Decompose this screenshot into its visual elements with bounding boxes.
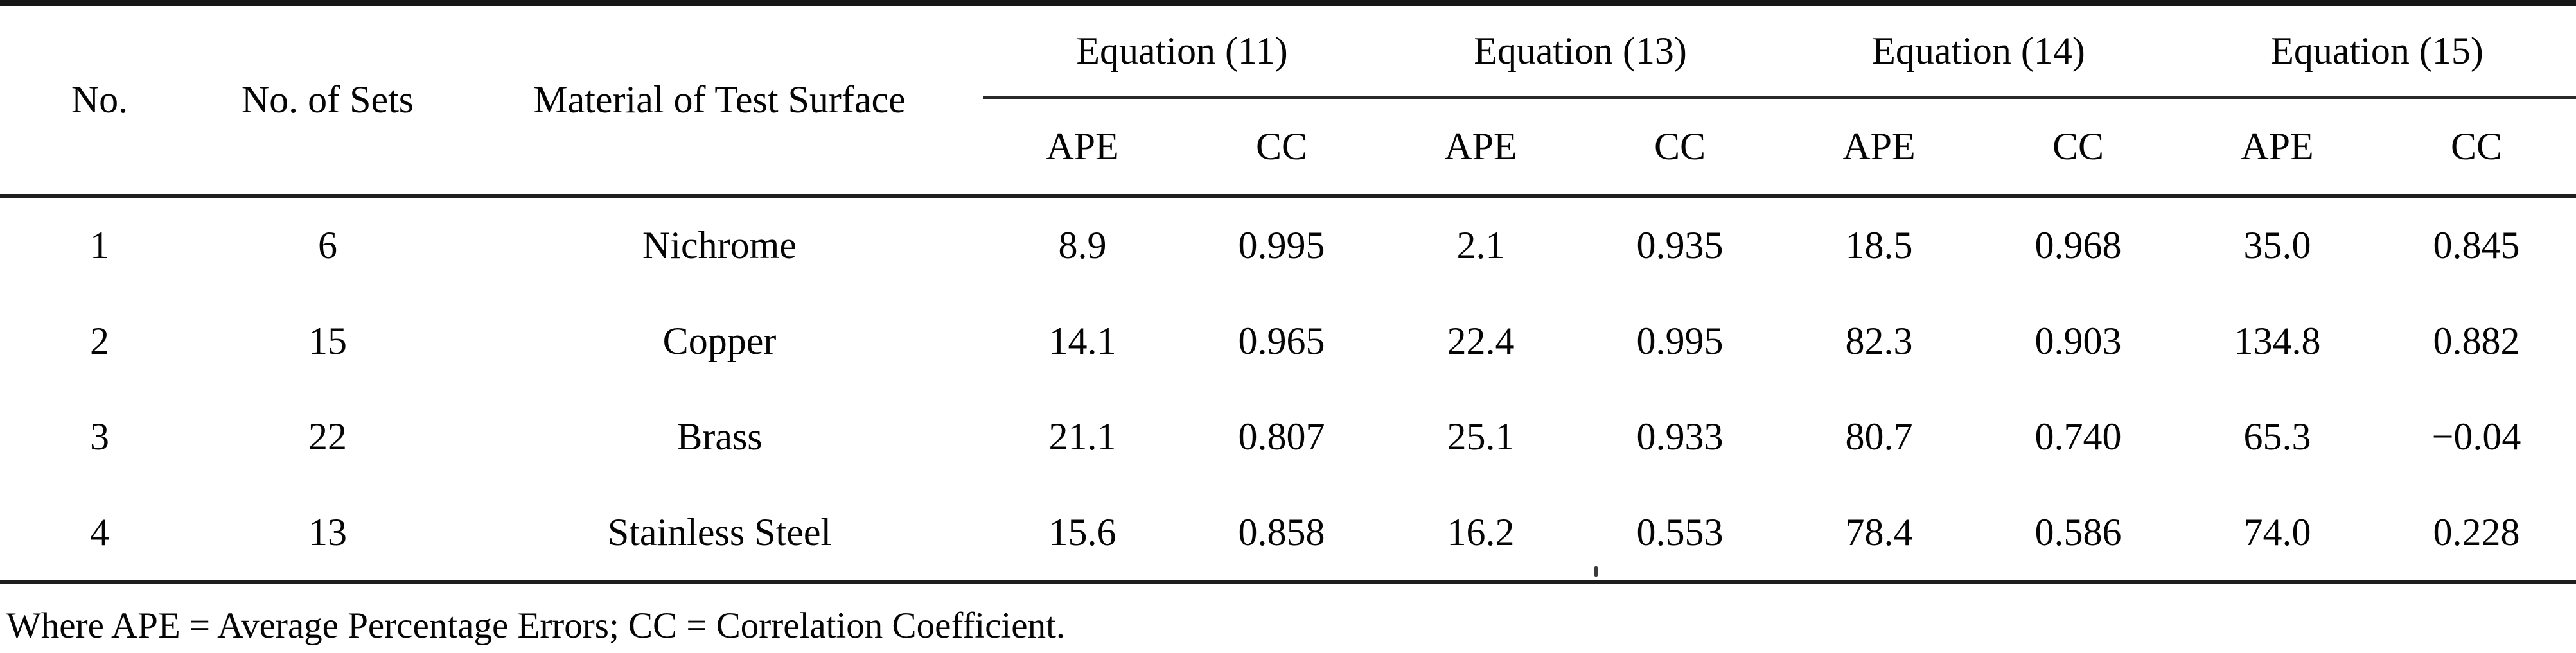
table-row-nichrome: 1 6 Nichrome 8.9 0.995 2.1 0.935 18.5 0.…	[0, 196, 2576, 293]
group-header-equation-15: Equation (15)	[2178, 3, 2576, 99]
cell-sets: 13	[199, 485, 456, 584]
cell-sets: 6	[318, 224, 337, 266]
cell-ape-eq13: 16.2	[1381, 485, 1581, 584]
sub-header-cc-eq15: CC	[2377, 98, 2576, 198]
table-row-copper: 2 15 Copper 14.1 0.965 22.4 0.995 82.3 0…	[0, 293, 2576, 389]
cell-cc-eq11: 0.858	[1182, 485, 1382, 584]
table-row-stainless-steel: 4 13 Stainless Steel 15.6 0.858 16.2 0.5…	[0, 485, 2576, 584]
cell-ape-eq11: 14.1	[1048, 320, 1116, 362]
scan-artifact-speck	[1594, 566, 1598, 577]
cell-ape-eq15: 134.8	[2234, 320, 2321, 362]
col-header-no: No.	[0, 3, 199, 198]
sub-header-cc-eq13: CC	[1580, 98, 1780, 198]
cell-ape-eq15: 74.0	[2178, 485, 2378, 584]
cell-cc-eq15: 0.882	[2433, 320, 2520, 362]
cell-cc-eq11: 0.807	[1238, 415, 1325, 458]
cell-cc-eq11: 0.995	[1238, 224, 1325, 266]
cell-ape-eq11: 15.6	[983, 485, 1182, 584]
sub-header-cc-eq14: CC	[1979, 98, 2178, 198]
cell-cc-eq13: 0.553	[1580, 485, 1780, 584]
group-header-equation-11: Equation (11)	[983, 3, 1382, 99]
cell-material: Stainless Steel	[456, 485, 983, 584]
cell-cc-eq14: 0.740	[2034, 415, 2122, 458]
cell-sets: 22	[308, 415, 347, 458]
table-row-brass: 3 22 Brass 21.1 0.807 25.1 0.933 80.7 0.…	[0, 389, 2576, 485]
sub-header-ape-eq14: APE	[1779, 98, 1979, 198]
sub-header-ape-eq13: APE	[1381, 98, 1581, 198]
cell-no: 1	[90, 224, 109, 266]
cell-no: 4	[0, 485, 199, 584]
cell-ape-eq11: 8.9	[1058, 224, 1107, 266]
table-body: 1 6 Nichrome 8.9 0.995 2.1 0.935 18.5 0.…	[0, 196, 2576, 584]
cell-cc-eq14: 0.968	[2034, 224, 2122, 266]
cell-cc-eq13: 0.995	[1636, 320, 1724, 362]
cell-ape-eq13: 2.1	[1456, 224, 1505, 266]
cell-material: Nichrome	[642, 224, 797, 266]
cell-ape-eq14: 82.3	[1845, 320, 1913, 362]
group-header-equation-13: Equation (13)	[1381, 3, 1780, 99]
cell-cc-eq15: 0.228	[2377, 485, 2576, 584]
sub-header-cc-eq11: CC	[1182, 98, 1382, 198]
cell-ape-eq11: 21.1	[1048, 415, 1116, 458]
cell-cc-eq11: 0.965	[1238, 320, 1325, 362]
col-header-sets: No. of Sets	[199, 3, 456, 198]
table-header: No. No. of Sets Material of Test Surface…	[0, 3, 2576, 198]
cell-cc-eq15: −0.04	[2431, 415, 2521, 458]
cell-ape-eq14: 78.4	[1779, 485, 1979, 584]
cell-no: 2	[90, 320, 109, 362]
col-header-material: Material of Test Surface	[456, 3, 983, 198]
cell-material: Brass	[676, 415, 763, 458]
sub-header-ape-eq15: APE	[2178, 98, 2378, 198]
cell-ape-eq15: 65.3	[2243, 415, 2311, 458]
cell-ape-eq14: 18.5	[1845, 224, 1913, 266]
cell-cc-eq13: 0.933	[1636, 415, 1724, 458]
cell-ape-eq14: 80.7	[1845, 415, 1913, 458]
cell-cc-eq15: 0.845	[2433, 224, 2520, 266]
cell-ape-eq15: 35.0	[2243, 224, 2311, 266]
cell-cc-eq14: 0.903	[2034, 320, 2122, 362]
cell-ape-eq13: 25.1	[1447, 415, 1515, 458]
cell-ape-eq13: 22.4	[1447, 320, 1515, 362]
cell-cc-eq14: 0.586	[1979, 485, 2178, 584]
cell-cc-eq13: 0.935	[1636, 224, 1724, 266]
table-footnote: Where APE = Average Percentage Errors; C…	[6, 605, 1066, 646]
cell-no: 3	[90, 415, 109, 458]
sub-header-ape-eq11: APE	[983, 98, 1182, 198]
cell-sets: 15	[308, 320, 347, 362]
header-sub-row: APE CC APE CC APE CC APE CC	[0, 98, 2576, 198]
results-table: No. No. of Sets Material of Test Surface…	[0, 0, 2576, 584]
group-header-equation-14: Equation (14)	[1779, 3, 2178, 99]
header-group-row: No. No. of Sets Material of Test Surface…	[0, 3, 2576, 198]
cell-material: Copper	[662, 320, 777, 362]
